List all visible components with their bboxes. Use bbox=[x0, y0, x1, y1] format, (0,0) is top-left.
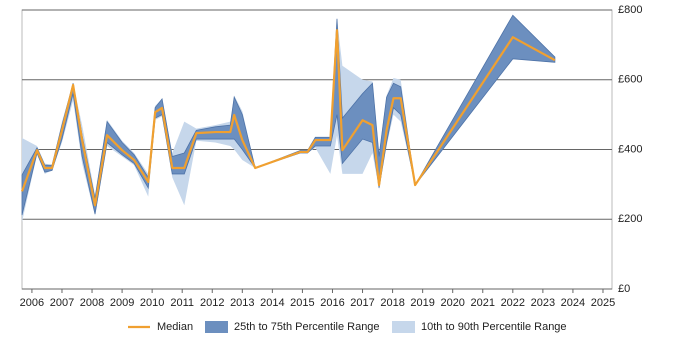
y-tick-label: £400 bbox=[618, 143, 642, 155]
y-tick-label: £200 bbox=[618, 213, 642, 225]
legend-label: 10th to 90th Percentile Range bbox=[421, 321, 567, 333]
x-tick-label: 2009 bbox=[110, 297, 134, 309]
y-tick-label: £600 bbox=[618, 74, 642, 86]
x-tick-label: 2019 bbox=[410, 297, 434, 309]
x-tick-label: 2008 bbox=[80, 297, 104, 309]
x-tick-label: 2023 bbox=[531, 297, 555, 309]
legend-label: 25th to 75th Percentile Range bbox=[234, 321, 380, 333]
x-tick-label: 2025 bbox=[591, 297, 615, 309]
x-tick-label: 2015 bbox=[290, 297, 314, 309]
x-tick-label: 2010 bbox=[140, 297, 164, 309]
x-tick-label: 2014 bbox=[260, 297, 284, 309]
x-tick-label: 2016 bbox=[320, 297, 344, 309]
y-tick-label: £800 bbox=[618, 4, 642, 16]
x-tick-label: 2017 bbox=[350, 297, 374, 309]
x-tick-label: 2021 bbox=[471, 297, 495, 309]
x-tick-label: 2011 bbox=[170, 297, 194, 309]
y-tick-label: £0 bbox=[618, 283, 630, 295]
x-tick-label: 2007 bbox=[50, 297, 74, 309]
x-tick-label: 2018 bbox=[380, 297, 404, 309]
median-line bbox=[20, 29, 556, 207]
legend-label: Median bbox=[157, 321, 193, 333]
x-tick-label: 2006 bbox=[20, 297, 44, 309]
x-tick-label: 2013 bbox=[230, 297, 254, 309]
x-tick-label: 2022 bbox=[501, 297, 525, 309]
legend-swatch bbox=[392, 321, 415, 333]
x-tick-label: 2012 bbox=[200, 297, 224, 309]
legend-swatch bbox=[205, 321, 228, 333]
x-tick-label: 2020 bbox=[440, 297, 464, 309]
x-tick-label: 2024 bbox=[561, 297, 585, 309]
